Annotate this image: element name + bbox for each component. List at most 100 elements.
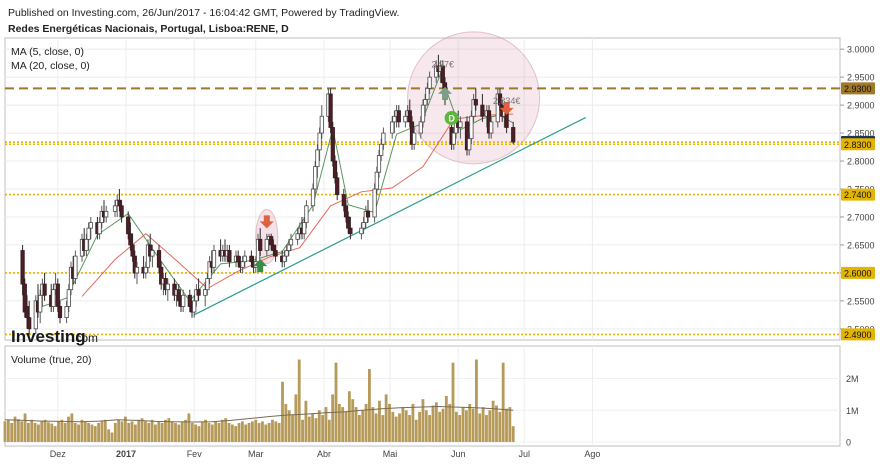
volume-bar	[327, 419, 331, 442]
candle	[42, 272, 47, 301]
candle-body	[42, 283, 47, 296]
volume-bar	[401, 407, 405, 442]
volume-bar	[505, 408, 508, 442]
candle-body	[295, 233, 300, 240]
volume-bar	[421, 399, 425, 442]
volume-bar	[93, 426, 97, 442]
investing-logo: Investing .com	[11, 327, 98, 346]
volume-bar	[408, 415, 411, 442]
volume-bar	[130, 421, 134, 442]
candle-body	[126, 216, 131, 235]
volume-bar	[344, 411, 348, 442]
candle-body	[440, 65, 445, 84]
volume-bar	[87, 422, 90, 442]
candle-body	[117, 199, 122, 207]
volume-bar	[321, 415, 325, 442]
price-panel: 2,97€ 2,834€ D MA (5, close, 0) MA (20, cl…	[4, 31, 841, 346]
volume-bar	[347, 391, 351, 442]
volume-bar	[180, 421, 184, 442]
candle	[427, 71, 432, 94]
volume-bar	[274, 421, 278, 442]
volume-bar	[351, 399, 355, 442]
candle-body	[330, 127, 335, 162]
sell-arrow-icon	[259, 215, 274, 229]
candle	[242, 250, 247, 268]
price-axis-label: 2.8500	[847, 129, 875, 139]
volume-bar	[224, 418, 228, 442]
dividend-marker-icon	[444, 110, 459, 125]
candle-body	[473, 99, 478, 106]
candle-body	[315, 149, 320, 168]
candle-body	[511, 127, 516, 143]
candle-body	[361, 222, 366, 229]
volume-bar	[107, 429, 111, 442]
candle	[249, 250, 254, 268]
candle-body	[335, 177, 340, 195]
volume-bar	[47, 422, 50, 442]
candle	[181, 289, 186, 313]
candle	[376, 149, 382, 178]
candle	[497, 88, 503, 111]
candle-body	[282, 255, 287, 263]
volume-bar	[294, 394, 298, 442]
candle	[328, 88, 333, 134]
volume-bar	[227, 422, 231, 442]
candle-body	[20, 250, 25, 285]
volume-bar	[170, 421, 174, 442]
candle	[440, 60, 445, 89]
volume-bar	[10, 422, 14, 442]
candle-body	[365, 210, 371, 218]
candle-body	[359, 227, 364, 235]
candle-body	[381, 132, 386, 145]
candle	[420, 99, 426, 128]
candle-body	[390, 121, 395, 134]
volume-bar	[498, 411, 502, 442]
volume-bar	[297, 359, 301, 442]
candle-body	[86, 227, 91, 240]
candle-body	[392, 115, 397, 123]
candle-body	[88, 222, 93, 229]
candle-body	[84, 238, 89, 251]
candle-body	[269, 236, 274, 246]
volume-bar	[137, 419, 141, 442]
price-level-tag-label: 2.6000	[844, 268, 872, 278]
volume-bar	[147, 422, 151, 442]
volume-bar	[264, 424, 268, 442]
volume-bar	[438, 411, 442, 442]
candle	[27, 300, 32, 335]
volume-bar	[414, 419, 418, 442]
candle-body	[497, 93, 503, 106]
candle-body	[181, 294, 186, 307]
volume-axis-label: 0	[846, 438, 851, 448]
candle-body	[97, 222, 102, 235]
chart-title: Redes Energéticas Nacionais, Portugal, L…	[8, 23, 289, 35]
published-caption: Published on Investing.com, 26/Jun/2017 …	[8, 7, 399, 19]
volume-bar	[261, 421, 264, 442]
logo-wordmark: Investing	[11, 327, 86, 346]
logo-suffix: .com	[72, 331, 98, 345]
time-axis: Dez 2017 Fev Mar Abr Mai Jun Jul Ago	[50, 449, 601, 459]
volume-bar	[220, 419, 224, 442]
candle-body	[242, 255, 247, 263]
candle-body	[187, 294, 192, 307]
price-level-tag-label: 2.7400	[844, 190, 872, 200]
volume-bar	[160, 422, 164, 442]
candle	[381, 127, 386, 150]
candle-body	[130, 244, 135, 257]
candle	[130, 233, 135, 262]
volume-bar	[230, 424, 234, 442]
volume-bar	[374, 413, 378, 442]
volume-bar	[424, 410, 428, 442]
volume-bar	[475, 359, 478, 442]
volume-bar	[174, 422, 177, 442]
volume-bar	[30, 419, 34, 442]
price-level-tag-label: 2.9300	[844, 84, 872, 94]
candle-body	[304, 205, 309, 223]
volume-bar	[411, 403, 415, 442]
candle-body	[66, 289, 71, 307]
candle	[412, 127, 417, 150]
candle	[374, 166, 379, 195]
volume-bar	[133, 424, 137, 442]
volume-bar	[434, 402, 438, 442]
candle-body	[55, 283, 60, 307]
